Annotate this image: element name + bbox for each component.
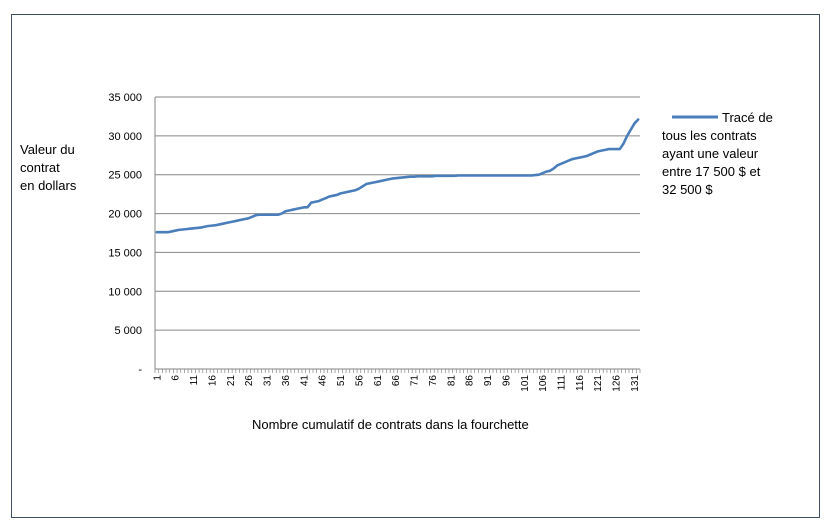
x-tick-label: 46 — [318, 375, 329, 387]
x-tick-label: 111 — [557, 375, 568, 391]
x-tick-label: 16 — [207, 375, 218, 387]
x-tick-label: 31 — [263, 375, 274, 387]
y-axis-label-line-2: contrat — [20, 160, 60, 175]
x-tick-label: 51 — [336, 375, 347, 387]
series-line — [155, 118, 640, 234]
x-axis-label: Nombre cumulatif de contrats dans la fou… — [252, 417, 529, 432]
x-tick-label: 61 — [373, 375, 384, 387]
y-tick-label: 20 000 — [108, 209, 142, 221]
legend-text-line-3: ayant une valeur — [662, 146, 759, 161]
x-tick-label: 66 — [391, 375, 402, 387]
x-tick-label: 26 — [244, 375, 255, 387]
x-tick-label: 6 — [171, 375, 182, 381]
y-tick-label: 10 000 — [108, 286, 142, 298]
x-tick-label: 101 — [520, 375, 531, 392]
y-tick-label: 35 000 — [108, 92, 142, 104]
chart-frame — [11, 14, 820, 518]
x-tick-label: 126 — [612, 375, 623, 392]
x-tick-label: 131 — [630, 375, 641, 392]
legend-text-line-4: entre 17 500 $ et — [662, 164, 761, 179]
legend-text-line-1: Tracé de — [722, 110, 773, 125]
x-tick-label: 91 — [483, 375, 494, 387]
x-tick-label: 76 — [428, 375, 439, 387]
x-tick-label: 116 — [575, 375, 586, 391]
x-tick-label: 1 — [152, 375, 163, 381]
legend-line-swatch — [672, 115, 718, 119]
y-tick-label: 5 000 — [114, 325, 142, 337]
x-tick-label: 21 — [226, 375, 237, 387]
x-tick-label: 81 — [446, 375, 457, 387]
x-tick-label: 121 — [593, 375, 604, 392]
y-tick-label: 15 000 — [108, 247, 142, 259]
x-tick-label: 71 — [410, 375, 421, 387]
x-tick-label: 96 — [501, 375, 512, 387]
x-tick-label: 106 — [538, 375, 549, 392]
x-tick-label: 36 — [281, 375, 292, 387]
legend-text-line-2: tous les contrats — [662, 128, 757, 143]
x-tick-label: 11 — [189, 375, 200, 386]
y-axis-label-line-1: Valeur du — [20, 142, 75, 157]
x-tick-label: 86 — [465, 375, 476, 387]
y-tick-label: 25 000 — [108, 170, 142, 182]
y-axis-label-line-3: en dollars — [20, 178, 77, 193]
x-tick-label: 56 — [354, 375, 365, 387]
x-tick-label: 41 — [299, 375, 310, 387]
legend-text-line-5: 32 500 $ — [662, 182, 713, 197]
y-tick-label: 30 000 — [108, 131, 142, 143]
y-tick-label: - — [138, 364, 142, 376]
